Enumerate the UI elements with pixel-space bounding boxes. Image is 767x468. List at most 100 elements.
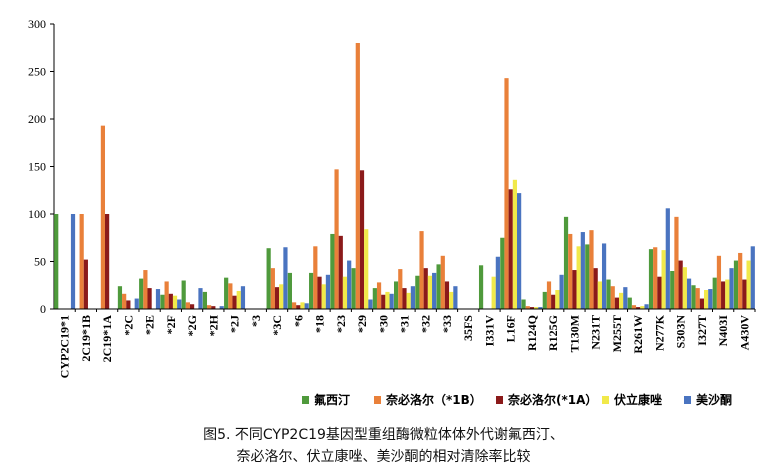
bar bbox=[491, 276, 496, 309]
legend: 氟西汀 奈必洛尔（*1B） 奈必洛尔(*1A） 伏立康唑 美沙酮 bbox=[302, 392, 732, 407]
x-category-label: R124Q bbox=[525, 315, 539, 351]
bar bbox=[665, 208, 670, 309]
bar bbox=[155, 289, 161, 309]
legend-swatch bbox=[602, 396, 609, 404]
bar bbox=[500, 237, 505, 309]
bar bbox=[708, 289, 713, 309]
bar bbox=[589, 230, 594, 309]
x-category-label: *2E bbox=[143, 315, 157, 335]
x-category-label: *2H bbox=[206, 314, 220, 336]
bar bbox=[279, 284, 284, 309]
bar bbox=[172, 295, 178, 309]
bar bbox=[572, 270, 577, 309]
bar bbox=[555, 290, 560, 309]
y-axis: 0 50 100 150 200 250 300 bbox=[28, 17, 55, 316]
x-category-label: *31 bbox=[398, 315, 412, 333]
legend-swatch bbox=[496, 396, 503, 404]
bar bbox=[406, 292, 411, 309]
legend-label: 美沙酮 bbox=[696, 392, 732, 407]
bar bbox=[330, 233, 335, 309]
bar bbox=[100, 125, 106, 310]
x-category-label: L16F bbox=[504, 315, 518, 342]
x-category-label: M255T bbox=[610, 315, 624, 352]
chart: 0 50 100 150 200 250 300 CYP2C19*1 2C19*1B 2C19*… bbox=[28, 17, 756, 407]
bar bbox=[313, 246, 318, 309]
bar bbox=[372, 288, 377, 309]
bar bbox=[746, 260, 751, 309]
bar bbox=[317, 276, 322, 309]
bar bbox=[364, 229, 369, 309]
bar bbox=[381, 294, 386, 309]
x-category-label: N277K bbox=[652, 314, 666, 351]
bar bbox=[232, 295, 237, 309]
bar bbox=[351, 268, 356, 309]
y-tick-label: 250 bbox=[28, 65, 46, 79]
x-category-label: *2C bbox=[121, 315, 135, 336]
x-category-label: *32 bbox=[419, 315, 433, 333]
figure-caption-line-1: 图5. 不同CYP2C19基因型重组酶微粒体体外代谢氟西汀、 bbox=[203, 427, 564, 443]
bar bbox=[529, 307, 535, 309]
bar bbox=[347, 260, 352, 309]
bar bbox=[559, 274, 564, 309]
bar bbox=[721, 281, 726, 309]
bar bbox=[738, 252, 743, 309]
bar bbox=[427, 275, 433, 309]
bar bbox=[228, 283, 233, 309]
bar bbox=[631, 305, 637, 309]
bar bbox=[376, 282, 382, 309]
bar bbox=[534, 307, 539, 309]
bar bbox=[525, 306, 530, 309]
legend-label: 奈必洛尔(*1A） bbox=[507, 392, 597, 407]
legend-swatch bbox=[684, 396, 691, 404]
bar bbox=[342, 276, 348, 309]
x-category-label: I327T bbox=[695, 315, 709, 346]
y-tick-label: 200 bbox=[28, 112, 46, 126]
bar bbox=[644, 304, 649, 309]
bar bbox=[585, 244, 590, 309]
bar bbox=[79, 214, 84, 309]
bar bbox=[449, 291, 454, 309]
bar bbox=[168, 293, 173, 309]
bar bbox=[601, 243, 607, 309]
x-category-label: *3C bbox=[270, 315, 284, 336]
bar bbox=[189, 304, 195, 309]
x-category-label: *29 bbox=[355, 315, 369, 333]
bar bbox=[236, 290, 241, 309]
bar bbox=[134, 298, 139, 309]
x-category-label: *23 bbox=[334, 315, 348, 333]
bar bbox=[415, 275, 420, 309]
bar bbox=[105, 214, 110, 309]
bar bbox=[211, 306, 216, 309]
x-category-label: *3 bbox=[249, 315, 263, 327]
bar bbox=[551, 294, 556, 309]
bar bbox=[627, 297, 632, 309]
bar bbox=[70, 214, 76, 309]
bar bbox=[177, 299, 182, 309]
bar bbox=[653, 247, 658, 309]
bar bbox=[610, 286, 615, 309]
bar bbox=[661, 250, 666, 309]
bar bbox=[355, 43, 360, 309]
bar bbox=[733, 260, 739, 309]
legend-label: 氟西汀 bbox=[314, 392, 350, 407]
bar bbox=[207, 305, 212, 309]
x-category-label: *18 bbox=[313, 315, 327, 333]
bar bbox=[160, 294, 165, 309]
bar bbox=[453, 286, 458, 309]
legend-label: 奈必洛尔（*1B） bbox=[385, 392, 482, 407]
bar bbox=[678, 260, 683, 309]
bar bbox=[385, 291, 390, 309]
bar bbox=[495, 256, 500, 309]
bar bbox=[593, 268, 598, 309]
bar bbox=[695, 288, 700, 309]
bar bbox=[83, 259, 88, 309]
x-category-label: S303N bbox=[674, 315, 688, 349]
bar bbox=[686, 278, 692, 309]
x-category-label: *33 bbox=[440, 315, 454, 333]
bar bbox=[440, 255, 445, 309]
x-category-label: *2G bbox=[185, 315, 199, 336]
bar bbox=[266, 248, 271, 309]
bar bbox=[402, 288, 407, 309]
bar bbox=[309, 272, 314, 309]
figure-caption-line-2: 奈必洛尔、伏立康唑、美沙酮的相对清除率比较 bbox=[236, 449, 531, 465]
